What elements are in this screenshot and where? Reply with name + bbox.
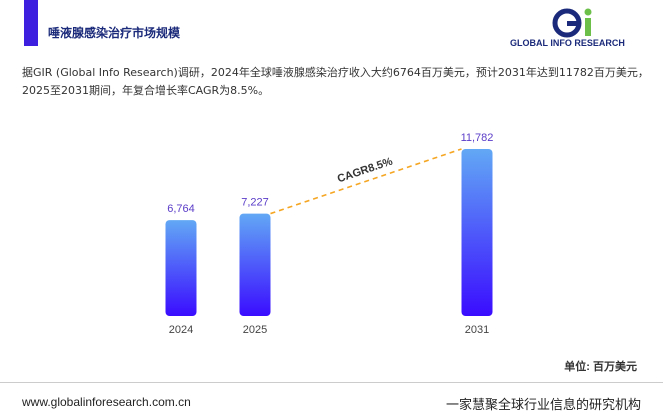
title: 唾液腺感染治疗市场规模 bbox=[48, 26, 181, 40]
unit-label: 单位: 百万美元 bbox=[564, 359, 637, 373]
bar bbox=[461, 149, 493, 316]
description-line: 据GIR (Global Info Research)调研，2024年全球唾液腺… bbox=[22, 66, 649, 79]
cagr-line bbox=[270, 148, 462, 215]
logo-text: GLOBAL INFO RESEARCH bbox=[510, 38, 625, 48]
logo-icon bbox=[552, 8, 592, 38]
description: 据GIR (Global Info Research)调研，2024年全球唾液腺… bbox=[22, 64, 649, 100]
bar bbox=[165, 220, 197, 316]
website: www.globalinforesearch.com.cn bbox=[22, 395, 191, 409]
header-accent bbox=[24, 0, 38, 46]
slogan: 一家慧聚全球行业信息的研究机构 bbox=[445, 398, 641, 413]
value-label: 6,764 bbox=[167, 203, 195, 215]
value-label: 11,782 bbox=[461, 132, 494, 144]
footer-divider bbox=[0, 382, 663, 383]
x-tick-label: 2024 bbox=[169, 324, 193, 336]
bar bbox=[239, 213, 271, 316]
logo: GLOBAL INFO RESEARCH bbox=[510, 8, 650, 50]
x-tick-label: 2031 bbox=[465, 324, 489, 336]
description-line: 2025至2031期间，年复合增长率CAGR为8.5%。 bbox=[22, 84, 270, 97]
value-label: 7,227 bbox=[241, 197, 269, 209]
x-tick-label: 2025 bbox=[243, 324, 267, 336]
